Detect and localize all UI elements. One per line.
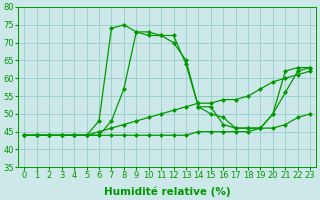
X-axis label: Humidité relative (%): Humidité relative (%): [104, 186, 231, 197]
